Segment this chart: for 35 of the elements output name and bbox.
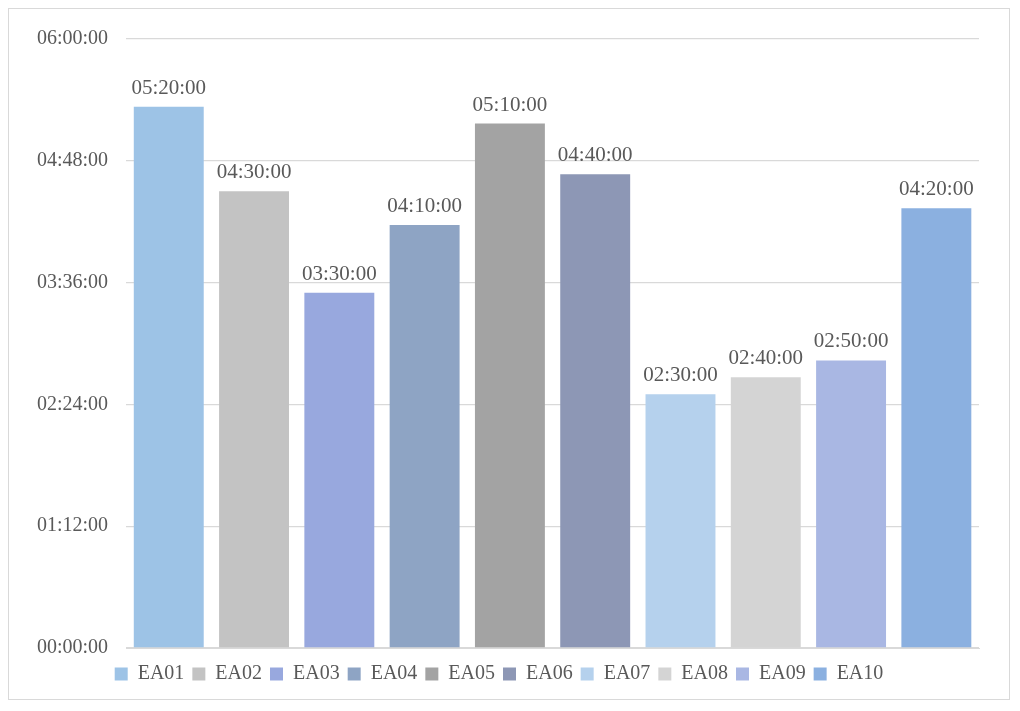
data-label: 04:40:00 bbox=[557, 142, 633, 167]
legend-label: EA05 bbox=[448, 661, 496, 684]
bar bbox=[389, 225, 460, 648]
data-label: 05:20:00 bbox=[131, 74, 207, 99]
y-tick-label: 01:12:00 bbox=[36, 513, 109, 536]
data-label: 02:40:00 bbox=[728, 345, 804, 370]
y-tick-label: 04:48:00 bbox=[36, 148, 109, 171]
bar bbox=[560, 174, 631, 648]
y-tick-label: 00:00:00 bbox=[36, 635, 109, 658]
legend-label: EA03 bbox=[293, 661, 340, 684]
bar bbox=[816, 360, 887, 648]
legend-label: EA10 bbox=[836, 661, 884, 684]
data-label: 02:50:00 bbox=[813, 328, 889, 353]
legend-label: EA01 bbox=[137, 661, 185, 684]
bar bbox=[219, 191, 290, 648]
legend-label: EA02 bbox=[215, 661, 263, 684]
legend-label: EA04 bbox=[370, 661, 418, 684]
data-label: 04:20:00 bbox=[899, 176, 974, 201]
bar bbox=[304, 292, 375, 648]
y-tick-label: 06:00:00 bbox=[36, 26, 109, 49]
bar bbox=[474, 123, 545, 648]
bar bbox=[901, 208, 972, 648]
bar bbox=[645, 394, 716, 648]
legend-label: EA06 bbox=[526, 661, 573, 684]
y-tick-label: 03:36:00 bbox=[36, 269, 109, 292]
data-label: 04:10:00 bbox=[387, 193, 462, 218]
legend-label: EA08 bbox=[681, 661, 728, 684]
data-label: 03:30:00 bbox=[302, 260, 377, 285]
legend-label: EA07 bbox=[603, 661, 651, 684]
data-label: 04:30:00 bbox=[216, 159, 292, 184]
data-label: 05:10:00 bbox=[472, 91, 548, 116]
y-tick-label: 02:24:00 bbox=[36, 391, 109, 414]
data-label: 02:30:00 bbox=[643, 362, 718, 387]
legend-label: EA09 bbox=[758, 661, 806, 684]
bar bbox=[133, 106, 204, 648]
